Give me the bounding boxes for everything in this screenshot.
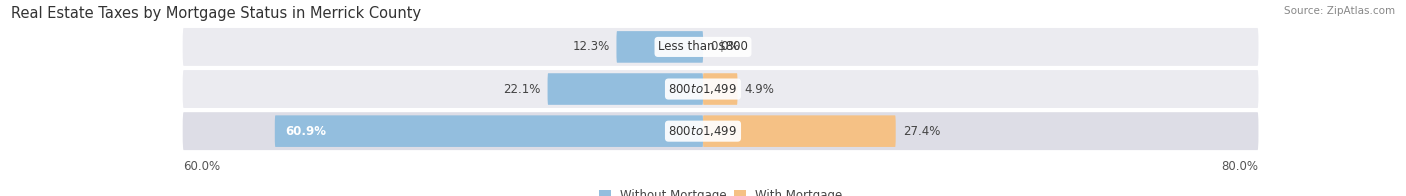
FancyBboxPatch shape	[616, 31, 703, 63]
Text: 0.0%: 0.0%	[710, 40, 740, 54]
Text: 80.0%: 80.0%	[1222, 160, 1258, 173]
FancyBboxPatch shape	[183, 70, 1258, 108]
Text: Source: ZipAtlas.com: Source: ZipAtlas.com	[1284, 6, 1395, 16]
FancyBboxPatch shape	[547, 73, 703, 105]
FancyBboxPatch shape	[703, 73, 738, 105]
Text: $800 to $1,499: $800 to $1,499	[668, 82, 738, 96]
FancyBboxPatch shape	[274, 115, 703, 147]
Text: Less than $800: Less than $800	[658, 40, 748, 54]
Text: 22.1%: 22.1%	[503, 83, 541, 95]
FancyBboxPatch shape	[703, 115, 896, 147]
Text: 60.9%: 60.9%	[285, 125, 326, 138]
Text: 60.0%: 60.0%	[183, 160, 219, 173]
FancyBboxPatch shape	[183, 112, 1258, 150]
FancyBboxPatch shape	[183, 28, 1258, 66]
Legend: Without Mortgage, With Mortgage: Without Mortgage, With Mortgage	[599, 189, 842, 196]
Text: $800 to $1,499: $800 to $1,499	[668, 124, 738, 138]
Text: 12.3%: 12.3%	[572, 40, 610, 54]
Text: Real Estate Taxes by Mortgage Status in Merrick County: Real Estate Taxes by Mortgage Status in …	[11, 6, 422, 21]
Text: 27.4%: 27.4%	[903, 125, 941, 138]
Text: 4.9%: 4.9%	[745, 83, 775, 95]
